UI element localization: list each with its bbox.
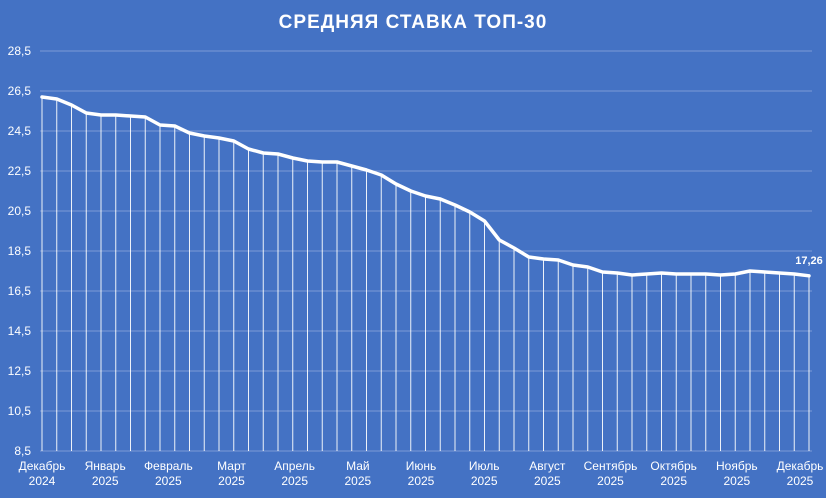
x-tick-month: Апрель: [274, 459, 315, 473]
x-tick-month: Июнь: [406, 459, 437, 473]
x-tick-month: Октябрь: [650, 459, 697, 473]
x-tick-year: 2025: [534, 474, 561, 488]
x-tick-year: 2025: [597, 474, 624, 488]
x-tick-month: Декабрь: [777, 459, 824, 473]
x-tick-year: 2024: [29, 474, 56, 488]
x-tick-year: 2025: [660, 474, 687, 488]
series-line: [40, 95, 811, 278]
x-tick-year: 2025: [155, 474, 182, 488]
x-tick-year: 2025: [92, 474, 119, 488]
x-tick-month: Август: [529, 459, 566, 473]
x-tick-year: 2025: [471, 474, 498, 488]
chart-title: СРЕДНЯЯ СТАВКА ТОП-30: [278, 12, 548, 33]
y-tick-label: 24,5: [8, 124, 32, 138]
x-tick-month: Ноябрь: [716, 459, 758, 473]
x-tick-year: 2025: [408, 474, 435, 488]
y-tick-label: 12,5: [8, 364, 32, 378]
x-tick-month: Сентябрь: [584, 459, 638, 473]
y-tick-label: 22,5: [8, 164, 32, 178]
data-label-last: 17,26: [795, 255, 823, 267]
y-tick-label: 26,5: [8, 84, 32, 98]
y-tick-label: 18,5: [8, 244, 32, 258]
y-tick-label: 20,5: [8, 204, 32, 218]
y-tick-label: 16,5: [8, 284, 32, 298]
x-tick-month: Июль: [469, 459, 500, 473]
y-tick-label: 10,5: [8, 404, 32, 418]
x-tick-year: 2025: [344, 474, 371, 488]
x-tick-month: Январь: [85, 459, 126, 473]
x-tick-year: 2025: [218, 474, 245, 488]
x-tick-year: 2025: [787, 474, 814, 488]
x-tick-year: 2025: [723, 474, 750, 488]
y-tick-label: 28,5: [8, 44, 32, 58]
x-tick-month: Декабрь: [19, 459, 66, 473]
x-tick-month: Февраль: [144, 459, 193, 473]
y-tick-label: 8,5: [14, 444, 31, 458]
x-tick-year: 2025: [281, 474, 308, 488]
x-tick-month: Март: [217, 459, 246, 473]
x-tick-month: Май: [346, 459, 370, 473]
y-tick-label: 14,5: [8, 324, 32, 338]
